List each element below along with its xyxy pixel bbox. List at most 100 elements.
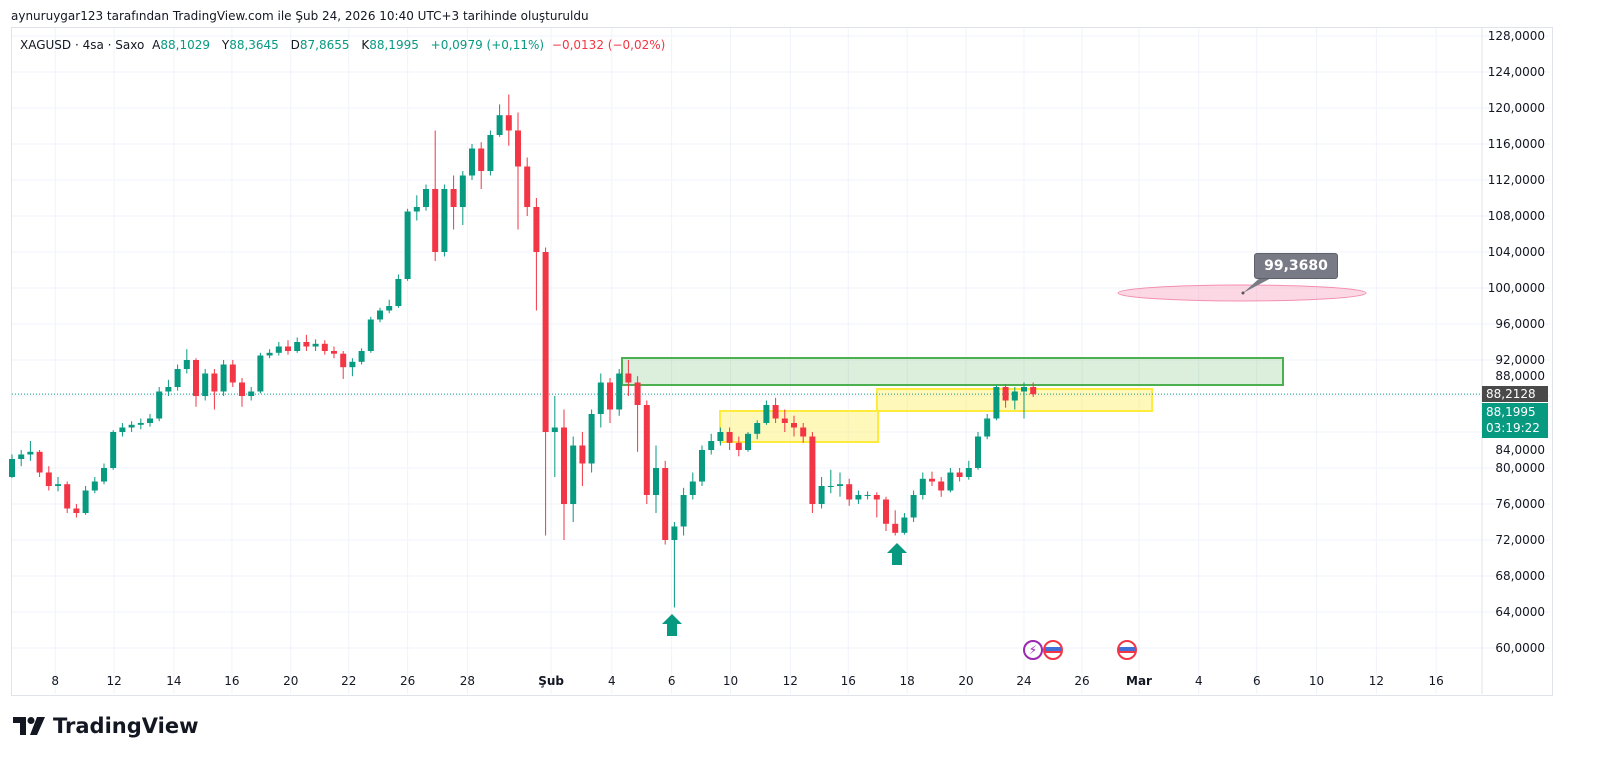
candle <box>91 477 98 494</box>
y-tick-label: 104,0000 <box>1488 245 1545 259</box>
candle <box>634 376 641 452</box>
open-label: A <box>152 38 161 52</box>
x-tick-label: 12 <box>1369 674 1384 688</box>
candle-body <box>956 472 963 477</box>
candle <box>331 346 337 359</box>
candle-body <box>229 364 236 383</box>
candle <box>708 433 715 455</box>
candle <box>128 421 135 432</box>
candle <box>671 522 678 608</box>
candle <box>27 441 34 461</box>
candle <box>101 463 107 485</box>
candle-body <box>901 517 908 533</box>
candle <box>653 445 659 513</box>
candle <box>800 423 807 443</box>
candle-body <box>653 468 659 495</box>
candle <box>386 299 393 314</box>
candle-body <box>680 495 687 527</box>
candle-body <box>717 432 724 441</box>
candle <box>938 477 945 497</box>
candle <box>193 358 199 407</box>
last-price-label: 88,2128 <box>1482 386 1548 402</box>
candle <box>1030 382 1037 397</box>
candle-body <box>846 484 853 500</box>
candle <box>358 348 365 365</box>
price-chart[interactable]: 128,0000 124,0000 120,0000 116,0000 112,0000… <box>0 0 1600 700</box>
candle <box>873 492 880 518</box>
candle <box>248 387 255 401</box>
candle-body <box>772 405 779 419</box>
candle <box>1002 384 1009 408</box>
candle-body <box>174 369 181 387</box>
y-tick-label: 64,0000 <box>1495 605 1545 619</box>
y-tick-label: 60,0000 <box>1495 641 1545 655</box>
candle-body <box>634 382 641 405</box>
candle-body <box>303 342 310 347</box>
y-tick-label: 116,0000 <box>1488 137 1545 151</box>
candle <box>137 418 144 430</box>
y-tick-label: 112,0000 <box>1488 173 1545 187</box>
y-tick-label: 80,0000 <box>1495 461 1545 475</box>
symbol-info[interactable]: XAGUSD · 4sa · Saxo <box>20 38 145 52</box>
callout-pointer <box>1243 276 1275 293</box>
candle-body <box>892 523 899 533</box>
candle <box>588 409 595 473</box>
candle-body <box>883 499 889 524</box>
candle <box>561 409 567 540</box>
us-flag-event-icon[interactable] <box>1043 640 1063 660</box>
candle-body <box>873 495 880 500</box>
candle <box>791 415 797 437</box>
candle <box>275 342 282 356</box>
candle-body <box>708 441 715 450</box>
candle <box>772 397 779 423</box>
candle-body <box>505 115 512 131</box>
candle <box>45 466 52 491</box>
candle-body <box>975 436 981 468</box>
candle-body <box>561 427 567 504</box>
chart-frame[interactable] <box>11 27 1553 696</box>
change-value: +0,0979 (+0,11%) <box>430 38 545 52</box>
candle <box>993 385 1000 421</box>
candle <box>395 274 402 308</box>
candle-body <box>791 423 797 428</box>
candle-body <box>413 207 420 212</box>
candle-body <box>450 189 457 207</box>
candle-body <box>487 135 494 171</box>
candle-body <box>579 445 586 464</box>
us-flag-event-icon[interactable] <box>1117 640 1137 660</box>
candle-body <box>984 418 991 437</box>
candle-body <box>551 427 558 432</box>
x-tick-label: 8 <box>51 674 59 688</box>
x-tick-label: 22 <box>341 674 356 688</box>
x-tick-label: 12 <box>106 674 121 688</box>
candle <box>478 142 485 189</box>
x-tick-label: Mar <box>1126 674 1152 688</box>
candle-body <box>266 352 273 356</box>
candle-body <box>220 364 227 392</box>
candle-body <box>735 442 742 450</box>
tradingview-logo[interactable]: TradingView <box>13 714 198 738</box>
y-tick-label: 128,0000 <box>1488 29 1545 43</box>
candle-body <box>597 382 604 414</box>
candle-body <box>331 351 337 354</box>
x-tick-label: 26 <box>1074 674 1089 688</box>
candle-body <box>367 319 374 351</box>
candle-body <box>1030 387 1037 395</box>
candle <box>965 460 972 480</box>
candle <box>349 358 356 377</box>
candle <box>266 349 273 359</box>
price-callout[interactable]: 99,3680 <box>1254 253 1338 279</box>
y-tick-label: 92,0000 <box>1495 353 1545 367</box>
candle <box>404 208 411 281</box>
candle-body <box>91 481 98 491</box>
candle <box>745 432 751 452</box>
lightning-event-icon[interactable]: ⚡ <box>1023 640 1043 660</box>
candle-body <box>662 468 669 540</box>
candle <box>754 420 761 440</box>
candle <box>202 369 209 401</box>
candle-body <box>423 189 429 207</box>
candle-body <box>156 391 163 419</box>
candle-body <box>202 373 209 396</box>
candle-body <box>73 508 80 513</box>
candle-body <box>137 423 144 425</box>
